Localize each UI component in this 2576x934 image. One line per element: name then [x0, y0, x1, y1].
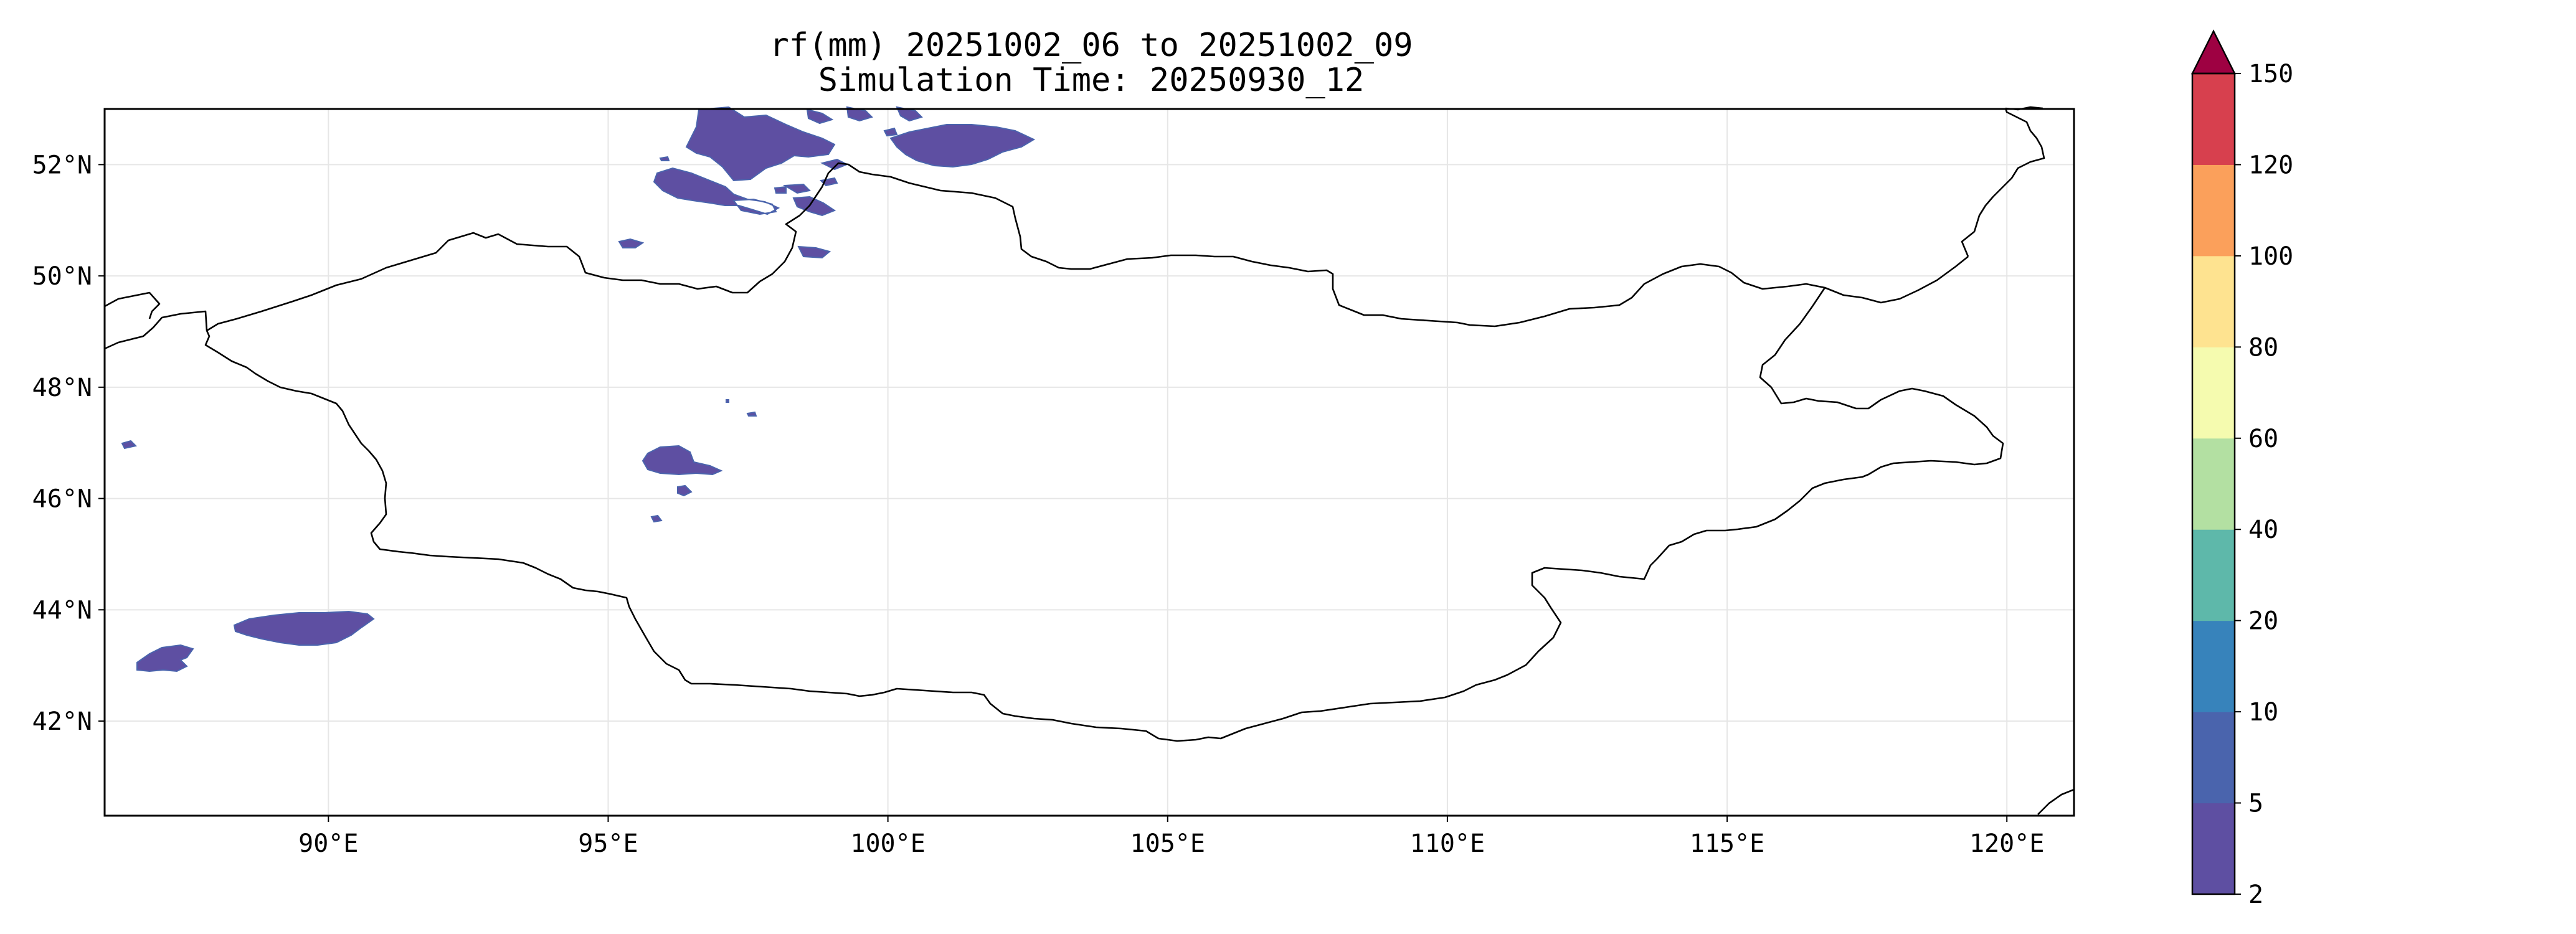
colorbar-segment	[2192, 712, 2235, 804]
lat-tick-label: 50°N	[32, 262, 92, 291]
colorbar-extend-arrow	[2190, 29, 2237, 75]
lat-tick-label: 46°N	[32, 485, 92, 514]
colorbar-segment	[2192, 347, 2235, 439]
colorbar-segment	[2192, 73, 2235, 165]
colorbar-segment	[2192, 164, 2235, 257]
colorbar: 2 5 10 20 40 60 80 100 120 150	[2190, 29, 2293, 909]
lon-tick-label: 95°E	[578, 829, 638, 858]
colorbar-tick-label: 5	[2248, 790, 2263, 818]
lon-tick-label: 120°E	[1969, 829, 2044, 858]
colorbar-segment	[2192, 529, 2235, 621]
lat-tick-label: 42°N	[32, 707, 92, 736]
precip-area-west	[136, 610, 375, 672]
colorbar-tick-label: 120	[2248, 151, 2293, 179]
latitude-ticks: 42°N 44°N 46°N 48°N 50°N 52°N	[32, 151, 105, 736]
map-frame	[103, 108, 2075, 817]
colorbar-segment	[2192, 620, 2235, 712]
lat-tick-label: 52°N	[32, 151, 92, 179]
title-line-1: rf(mm) 20251002_06 to 20251002_09	[769, 27, 1413, 64]
colorbar-segment	[2192, 803, 2235, 895]
border-west-segment	[104, 291, 208, 350]
colorbar-segment	[2192, 438, 2235, 530]
colorbar-tick-label: 60	[2248, 425, 2278, 453]
map-area: 90°E 95°E 100°E 105°E 110°E 115°E 120°E 42°N 44…	[32, 106, 2075, 858]
border-east-segment	[204, 287, 2004, 742]
lat-tick-label: 44°N	[32, 596, 92, 625]
colorbar-tick-label: 2	[2248, 880, 2263, 909]
country-boundaries	[104, 106, 2075, 815]
colorbar-segment	[2192, 255, 2235, 347]
colorbar-outline	[2191, 72, 2236, 895]
colorbar-tick-label: 10	[2248, 698, 2278, 727]
colorbar-tick-label: 150	[2248, 60, 2293, 88]
map-gridlines	[105, 109, 2074, 816]
mongolia-border	[206, 162, 1969, 332]
colorbar-tick-label: 40	[2248, 516, 2278, 544]
border-south-east-corner	[2037, 788, 2075, 815]
precip-area-north-cluster	[618, 106, 1036, 259]
lon-tick-label: 105°E	[1130, 829, 1205, 858]
border-north-east	[1961, 108, 2045, 257]
lon-tick-label: 100°E	[850, 829, 925, 858]
lon-tick-label: 110°E	[1410, 829, 1485, 858]
title-line-2: Simulation Time: 20250930_12	[818, 62, 1365, 99]
lon-tick-label: 115°E	[1690, 829, 1764, 858]
precipitation-areas	[121, 106, 1036, 672]
colorbar-tick-label: 20	[2248, 607, 2278, 636]
colorbar-tick-label: 80	[2248, 333, 2278, 362]
lon-tick-label: 90°E	[298, 829, 358, 858]
precip-area-central	[121, 399, 757, 523]
lat-tick-label: 48°N	[32, 374, 92, 402]
longitude-ticks: 90°E 95°E 100°E 105°E 110°E 115°E 120°E	[298, 816, 2044, 858]
colorbar-tick-label: 100	[2248, 242, 2293, 271]
